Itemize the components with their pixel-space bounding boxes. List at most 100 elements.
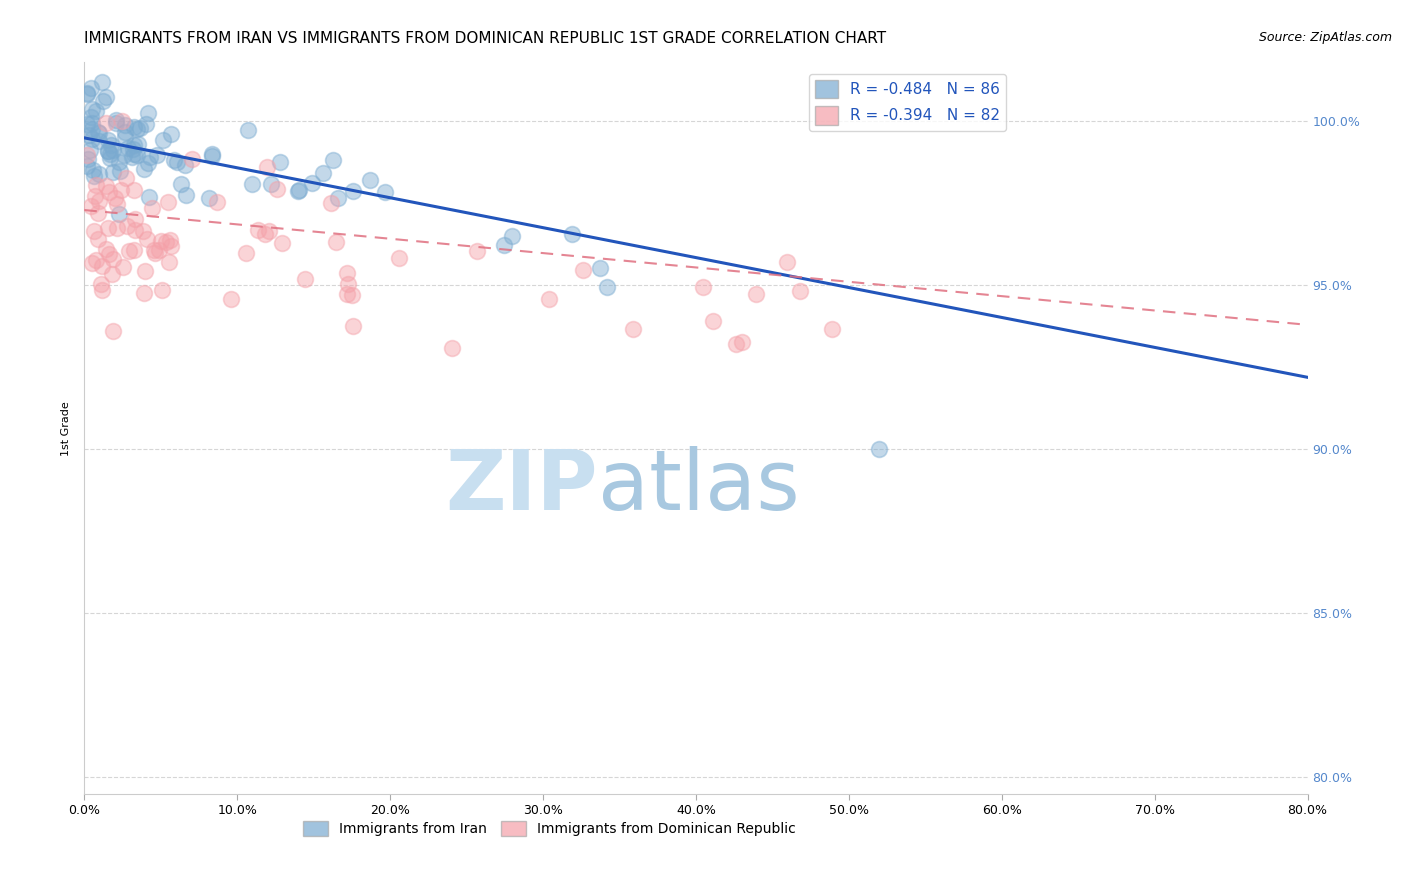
Point: [83, 224, 105, 238]
Point: [571, 263, 593, 277]
Point: [79, 199, 101, 213]
Text: atlas: atlas: [598, 446, 800, 527]
Point: [94, 242, 117, 256]
Point: [83, 189, 105, 203]
Point: [101, 252, 124, 267]
Point: [219, 292, 242, 306]
Point: [87, 168, 110, 182]
Point: [745, 287, 768, 301]
Point: [98, 147, 121, 161]
Point: [127, 137, 149, 152]
Point: [117, 219, 139, 233]
Point: [83, 169, 105, 184]
Point: [301, 176, 323, 190]
Point: [163, 153, 186, 167]
Point: [201, 146, 224, 161]
Point: [82, 121, 104, 136]
Point: [105, 221, 128, 235]
Point: [121, 150, 143, 164]
Point: [201, 149, 224, 163]
Point: [82, 102, 104, 116]
Point: [150, 284, 173, 298]
Point: [260, 177, 283, 191]
Point: [621, 322, 644, 336]
Point: [114, 118, 136, 132]
Point: [136, 156, 159, 170]
Legend: Immigrants from Iran, Immigrants from Dominican Republic: Immigrants from Iran, Immigrants from Do…: [297, 816, 801, 842]
Point: [561, 227, 583, 241]
Point: [342, 319, 364, 334]
Point: [492, 237, 515, 252]
Point: [174, 158, 197, 172]
Point: [240, 178, 263, 192]
Point: [731, 335, 754, 350]
Point: [91, 95, 114, 109]
Point: [181, 152, 204, 166]
Point: [325, 235, 347, 249]
Point: [134, 263, 156, 277]
Point: [136, 106, 159, 120]
Point: [96, 89, 118, 103]
Point: [589, 261, 612, 276]
Point: [342, 288, 364, 302]
Point: [138, 151, 160, 165]
Point: [136, 232, 159, 246]
Point: [166, 155, 188, 169]
Point: [84, 103, 107, 118]
Point: [112, 148, 135, 162]
Point: [702, 314, 724, 328]
Point: [110, 183, 132, 197]
Point: [319, 195, 342, 210]
Point: [97, 185, 120, 199]
Point: [149, 234, 172, 248]
Point: [76, 87, 98, 101]
Point: [257, 225, 280, 239]
Point: [121, 142, 143, 156]
Point: [269, 154, 291, 169]
Point: [596, 280, 619, 294]
Point: [235, 245, 257, 260]
Point: [501, 229, 523, 244]
Point: [79, 110, 101, 124]
Point: [96, 179, 118, 194]
Point: [76, 148, 98, 162]
Text: IMMIGRANTS FROM IRAN VS IMMIGRANTS FROM DOMINICAN REPUBLIC 1ST GRADE CORRELATION: IMMIGRANTS FROM IRAN VS IMMIGRANTS FROM …: [84, 31, 887, 46]
Point: [97, 246, 120, 260]
Point: [271, 236, 294, 251]
Point: [122, 120, 145, 135]
Point: [143, 243, 166, 257]
Point: [97, 221, 120, 235]
Point: [441, 341, 464, 355]
Point: [110, 164, 132, 178]
Point: [97, 144, 120, 158]
Point: [294, 272, 316, 286]
Point: [84, 253, 107, 268]
Point: [111, 114, 134, 128]
Point: [89, 126, 111, 140]
Point: [197, 191, 219, 205]
Point: [122, 182, 145, 196]
Point: [97, 133, 120, 147]
Point: [91, 260, 114, 274]
Point: [132, 285, 155, 300]
Point: [253, 227, 276, 241]
Point: [465, 244, 488, 258]
Point: [692, 279, 714, 293]
Point: [141, 201, 163, 215]
Point: [87, 205, 110, 219]
Point: [157, 255, 180, 269]
Point: [159, 233, 181, 247]
Point: [122, 243, 145, 257]
Point: [724, 337, 747, 351]
Point: [124, 138, 146, 153]
Point: [312, 166, 335, 180]
Point: [91, 75, 114, 89]
Point: [174, 188, 197, 202]
Point: [90, 277, 112, 292]
Point: [127, 148, 149, 162]
Point: [288, 183, 311, 197]
Point: [205, 194, 228, 209]
Point: [108, 155, 131, 169]
Point: [125, 121, 148, 136]
Point: [236, 123, 259, 137]
